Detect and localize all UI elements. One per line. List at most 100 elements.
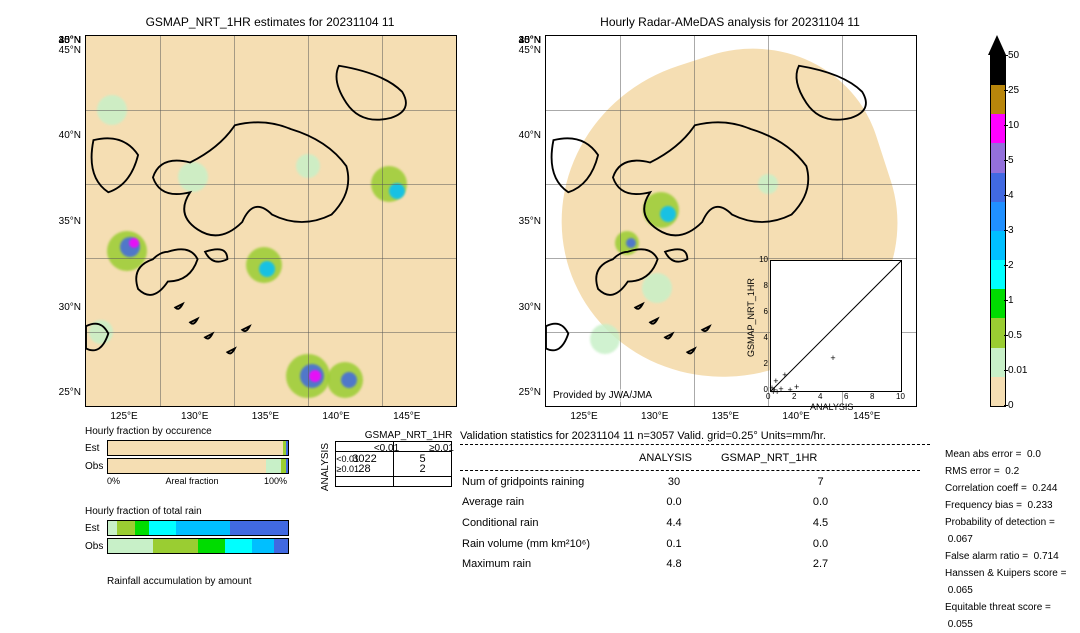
validation-col-header: GSMAP_NRT_1HR (721, 449, 930, 468)
validation-row-label: Conditional rain (462, 514, 637, 533)
y-tick-label: 25°N (51, 387, 81, 398)
validation-row-label: Num of gridpoints raining (462, 473, 637, 492)
bar-row (107, 440, 289, 456)
x-tick-label: 140°E (776, 411, 816, 422)
bar-segment (198, 539, 225, 553)
scatter-x-tick: 10 (896, 392, 905, 401)
contingency-col-header: GSMAP_NRT_1HR (348, 430, 469, 441)
scatter-point: + (778, 384, 783, 394)
bar-axis-center: Areal fraction (120, 476, 264, 486)
bar-segment (149, 521, 176, 535)
score-row: False alarm ratio = 0.714 (945, 548, 1075, 565)
bar-row (107, 538, 289, 554)
y-tick-label: 45°N (511, 45, 541, 56)
x-tick-label: 125°E (104, 411, 144, 422)
validation-title: Validation statistics for 20231104 11 n=… (460, 430, 935, 442)
figure-container: GSMAP_NRT_1HR estimates for 20231104 11 … (0, 0, 1080, 612)
colorbar-segment (991, 348, 1005, 377)
x-tick-label: 145°E (387, 411, 427, 422)
scatter-xlabel: ANALYSIS (810, 402, 853, 412)
validation-row-label: Maximum rain (462, 555, 637, 574)
colorbar-segment (991, 231, 1005, 260)
map-right-title: Hourly Radar-AMeDAS analysis for 2023110… (545, 15, 915, 29)
x-tick-label: 130°E (175, 411, 215, 422)
colorbar-tick-label: 0.01 (1008, 365, 1038, 376)
scatter-x-tick: 2 (792, 392, 796, 401)
colorbar-segment (991, 260, 1005, 289)
totalrain-title: Hourly fraction of total rain (85, 506, 202, 517)
colorbar-segment (991, 202, 1005, 231)
colorbar-tick-label: 3 (1008, 225, 1038, 236)
colorbar-tick-label: 10 (1008, 120, 1038, 131)
y-tick-label: 45°N (51, 45, 81, 56)
bar-segment (274, 539, 288, 553)
bar-axis-right: 100% (264, 476, 287, 486)
colorbar-arrow-icon (988, 35, 1006, 55)
attribution-label: Provided by JWA/JMA (550, 389, 655, 402)
bar-segment (135, 521, 149, 535)
colorbar-segment (991, 143, 1005, 172)
bar-segment (176, 521, 230, 535)
contingency-cell: 28 (336, 452, 394, 487)
contingency-row-header: ANALYSIS (320, 443, 331, 491)
scatter-x-tick: 6 (844, 392, 848, 401)
validation-cell: 4.4 (639, 514, 719, 533)
scatter-y-tick: 4 (758, 333, 768, 342)
colorbar-segment (991, 56, 1005, 85)
y-tick-label: 25°N (511, 387, 541, 398)
y-tick-label: 30°N (51, 302, 81, 313)
validation-cell: 0.0 (721, 535, 930, 554)
bar-row-label: Obs (85, 541, 107, 552)
occurrence-title: Hourly fraction by occurence (85, 426, 212, 437)
scatter-x-tick: 4 (818, 392, 822, 401)
score-row: RMS error = 0.2 (945, 463, 1075, 480)
bar-footer: Rainfall accumulation by amount (107, 576, 290, 587)
score-row: Mean abs error = 0.0 (945, 446, 1075, 463)
score-row: Correlation coeff = 0.244 (945, 480, 1075, 497)
colorbar-tick-label: 25 (1008, 85, 1038, 96)
x-tick-label: 140°E (316, 411, 356, 422)
bar-segment (153, 539, 198, 553)
bar-row-label: Obs (85, 461, 107, 472)
validation-cell: 0.0 (721, 493, 930, 512)
contingency-table: GSMAP_NRT_1HR ANALYSIS <0.01≥0.01 <0.01 … (320, 430, 469, 491)
bar-segment (108, 459, 266, 473)
validation-cell: 30 (639, 473, 719, 492)
bar-segment (108, 539, 153, 553)
bar-segment (286, 441, 288, 455)
scatter-point: + (794, 382, 799, 392)
colorbar-segment (991, 318, 1005, 347)
scatter-y-tick: 0 (758, 385, 768, 394)
scatter-x-tick: 8 (870, 392, 874, 401)
y-tick-label: 40°N (51, 130, 81, 141)
validation-cell: 7 (721, 473, 930, 492)
colorbar-segment (991, 289, 1005, 318)
bar-segment (108, 441, 283, 455)
bar-row (107, 458, 289, 474)
x-tick-label: 130°E (635, 411, 675, 422)
bar-segment (266, 459, 280, 473)
y-tick-label: 35°N (511, 216, 541, 227)
bar-segment (117, 521, 135, 535)
separator (460, 444, 930, 445)
scatter-point: + (773, 376, 778, 386)
bar-row (107, 520, 289, 536)
validation-row-label: Average rain (462, 493, 637, 512)
bar-segment (252, 539, 274, 553)
scatter-y-tick: 8 (758, 281, 768, 290)
totalrain-bars: Est Obs Rainfall accumulation by amount (85, 520, 290, 587)
colorbar (990, 55, 1006, 407)
scatter-y-tick: 6 (758, 307, 768, 316)
contingency-cell: 2 (394, 452, 452, 487)
scatter-ylabel: GSMAP_NRT_1HR (746, 278, 756, 357)
colorbar-tick-label: 2 (1008, 260, 1038, 271)
map-left-title: GSMAP_NRT_1HR estimates for 20231104 11 (85, 15, 455, 29)
bar-segment (230, 521, 288, 535)
colorbar-tick-label: 5 (1008, 155, 1038, 166)
scatter-point: + (830, 353, 835, 363)
scores-list: Mean abs error = 0.0RMS error = 0.2Corre… (945, 446, 1075, 633)
validation-cell: 0.1 (639, 535, 719, 554)
y-tick-label: 30°N (511, 302, 541, 313)
validation-col-header: ANALYSIS (639, 449, 719, 468)
score-row: Probability of detection = 0.067 (945, 514, 1075, 548)
